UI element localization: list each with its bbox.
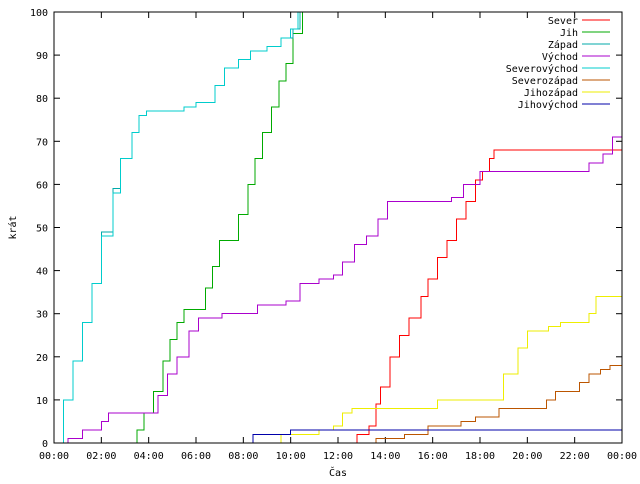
axis-ticks: 00:00 02:00 04:00 06:00 08:00 10:00 12:00 14:00… <box>30 8 637 462</box>
x-axis-label: Čas <box>329 466 347 479</box>
y-tick-label: 0 <box>42 439 48 450</box>
y-tick-label: 60 <box>36 180 48 191</box>
y-tick-label: 40 <box>36 267 48 278</box>
series-line-severovýchod <box>54 12 299 444</box>
legend-label: Jihovýchod <box>518 99 578 111</box>
y-tick-label: 80 <box>36 94 48 105</box>
x-tick-label: 14:00 <box>370 451 400 462</box>
x-tick-label: 10:00 <box>276 451 306 462</box>
x-tick-label: 20:00 <box>512 451 542 462</box>
y-tick-label: 20 <box>36 353 48 364</box>
y-tick-label: 30 <box>36 310 48 321</box>
y-axis-label: krát <box>7 215 19 239</box>
series-lines <box>54 12 623 444</box>
x-tick-label: 02:00 <box>86 451 116 462</box>
legend: SeverJihZápadVýchodSeverovýchodSeverozáp… <box>506 16 610 111</box>
x-tick-label: 08:00 <box>228 451 258 462</box>
x-tick-label: 06:00 <box>181 451 211 462</box>
y-tick-label: 70 <box>36 137 48 148</box>
legend-label: Sever <box>548 16 578 27</box>
series-line-východ <box>58 136 622 444</box>
x-tick-label: 04:00 <box>134 451 164 462</box>
x-tick-label: 00:00 <box>39 451 69 462</box>
series-line-severozápad <box>356 364 622 444</box>
legend-label: Severovýchod <box>506 63 578 75</box>
y-tick-label: 10 <box>36 396 48 407</box>
y-tick-label: 100 <box>30 8 48 19</box>
plot-frame <box>53 11 623 444</box>
x-tick-label: 22:00 <box>560 451 590 462</box>
series-line-sever <box>342 149 622 444</box>
series-line-jih <box>127 12 303 444</box>
legend-label: Severozápad <box>512 75 578 87</box>
legend-label: Východ <box>542 51 578 63</box>
x-tick-label: 18:00 <box>465 451 495 462</box>
y-tick-label: 50 <box>36 224 48 235</box>
x-tick-label: 00:00 <box>607 451 637 462</box>
legend-label: Jihozápad <box>524 87 578 99</box>
x-tick-label: 12:00 <box>323 451 353 462</box>
legend-label: Západ <box>548 39 578 51</box>
y-tick-label: 90 <box>36 51 48 62</box>
series-line-jihozápad <box>274 257 623 444</box>
x-tick-label: 16:00 <box>418 451 448 462</box>
legend-label: Jih <box>560 28 578 39</box>
